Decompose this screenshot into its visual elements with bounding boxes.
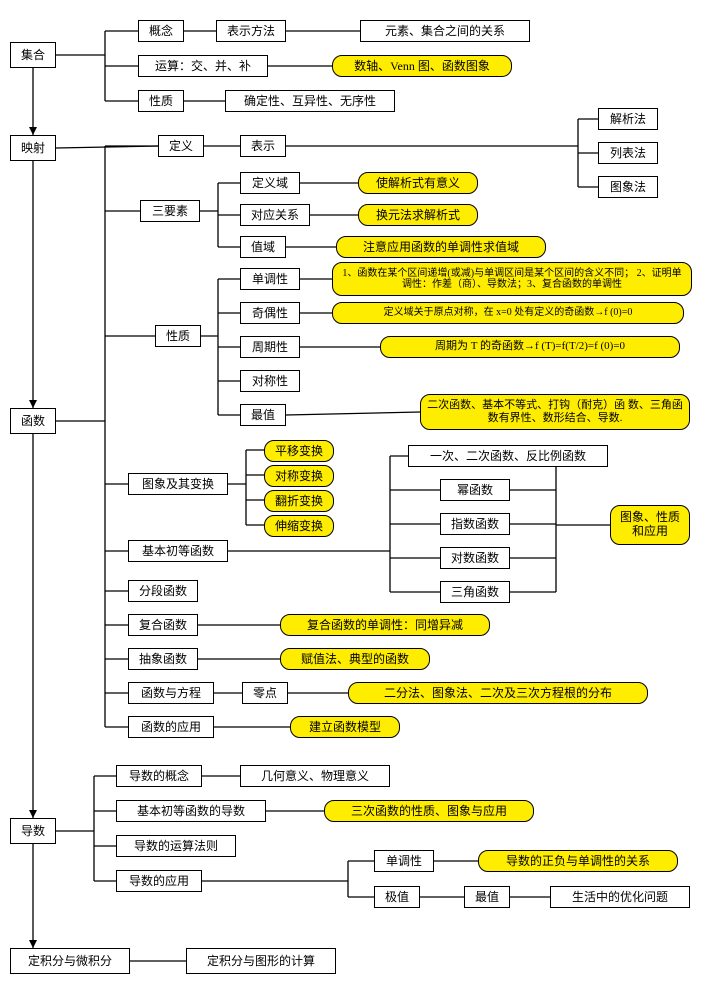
node-integral: 定积分与微积分: [10, 948, 130, 974]
node-deriv_concept: 导数的概念: [116, 765, 202, 787]
node-deriv_mono_note: 导数的正负与单调性的关系: [478, 850, 678, 872]
node-ef_trig: 三角函数: [440, 581, 510, 603]
node-ef_linear: 一次、二次函数、反比例函数: [408, 445, 608, 467]
node-relation: 对应关系: [240, 204, 310, 226]
node-set: 集合: [10, 42, 56, 68]
node-func_def: 定义: [158, 135, 204, 157]
node-period_note: 周期为 T 的奇函数→f (T)=f(T/2)=f (0)=0: [380, 336, 680, 358]
node-set_props: 性质: [138, 90, 184, 112]
node-domain: 定义域: [240, 172, 300, 194]
node-parity_note: 定义域关于原点对称，在 x=0 处有定义的奇函数→f (0)=0: [332, 302, 684, 324]
node-func_app: 函数的应用: [128, 716, 214, 738]
node-props: 性质: [155, 325, 201, 347]
node-ef_log: 对数函数: [440, 547, 510, 569]
node-ef_app: 图象、性质 和应用: [610, 505, 690, 545]
node-set_rel: 元素、集合之间的关系: [360, 20, 530, 42]
node-set_notation: 表示方法: [216, 20, 286, 42]
node-ef_exp: 指数函数: [440, 513, 510, 535]
node-func_eq: 函数与方程: [128, 682, 214, 704]
node-integral_calc: 定积分与图形的计算: [186, 948, 336, 974]
node-mono_note: 1、函数在某个区间递增(或减)与单调区间是某个区间的含义不同； 2、证明单调性：…: [332, 262, 692, 296]
node-symmetry: 对称性: [240, 370, 300, 392]
node-maxmin: 最值: [240, 404, 286, 426]
node-range: 值域: [240, 236, 286, 258]
node-range_note: 注意应用函数的单调性求值域: [336, 236, 546, 258]
node-parity: 奇偶性: [240, 302, 300, 324]
node-ef_power: 幂函数: [440, 479, 510, 501]
node-relation_note: 换元法求解析式: [358, 204, 478, 226]
node-trans1: 平移变换: [264, 440, 334, 462]
node-func_app_note: 建立函数模型: [290, 716, 400, 738]
node-zero_note: 二分法、图象法、二次及三次方程根的分布: [348, 682, 648, 704]
node-piecewise: 分段函数: [128, 580, 198, 602]
node-trans2: 对称变换: [264, 465, 334, 487]
node-set_ops: 运算：交、并、补: [138, 55, 268, 77]
node-repr_graph: 图象法: [598, 176, 658, 198]
node-period: 周期性: [240, 336, 300, 358]
node-set_concept: 概念: [138, 20, 184, 42]
node-set_nvline: 数轴、Venn 图、函数图象: [332, 55, 512, 77]
node-graph_trans: 图象及其变换: [128, 473, 228, 495]
node-mono: 单调性: [240, 268, 300, 290]
node-repr_list: 列表法: [598, 142, 658, 164]
node-three_elem: 三要素: [140, 200, 200, 222]
node-deriv_elem: 基本初等函数的导数: [116, 800, 266, 822]
node-repr_analytic: 解析法: [598, 108, 658, 130]
node-compound: 复合函数: [128, 614, 198, 636]
node-deriv_cubic: 三次函数的性质、图象与应用: [324, 800, 534, 822]
node-compound_note: 复合函数的单调性：同增异减: [280, 614, 490, 636]
node-abstract_note: 赋值法、典型的函数: [280, 648, 430, 670]
node-trans3: 翻折变换: [264, 490, 334, 512]
node-deriv_opt: 生活中的优化问题: [550, 886, 690, 908]
node-elem_funcs: 基本初等函数: [128, 540, 228, 562]
node-maxmin_note: 二次函数、基本不等式、打钩（耐克）函 数、三角函数有界性、数形结合、导数.: [420, 394, 690, 430]
node-trans4: 伸缩变换: [264, 515, 334, 537]
node-deriv_rules: 导数的运算法则: [116, 835, 236, 857]
node-abstract: 抽象函数: [128, 648, 198, 670]
node-deriv_mono: 单调性: [374, 850, 434, 872]
node-func_repr: 表示: [240, 135, 286, 157]
node-deriv_meaning: 几何意义、物理意义: [240, 765, 390, 787]
node-deriv_max: 最值: [464, 886, 510, 908]
node-deriv_extreme: 极值: [374, 886, 420, 908]
node-deriv: 导数: [10, 818, 56, 844]
node-deriv_app: 导数的应用: [116, 870, 202, 892]
node-domain_note: 使解析式有意义: [358, 172, 478, 194]
node-mapping: 映射: [10, 135, 56, 161]
node-zero: 零点: [242, 682, 288, 704]
node-func: 函数: [10, 408, 56, 434]
node-set_props_detail: 确定性、互异性、无序性: [225, 90, 395, 112]
diagram-canvas: 集合 概念 表示方法 元素、集合之间的关系运算：交、并、补 数轴、Venn 图、函数图象…: [0, 0, 704, 1000]
